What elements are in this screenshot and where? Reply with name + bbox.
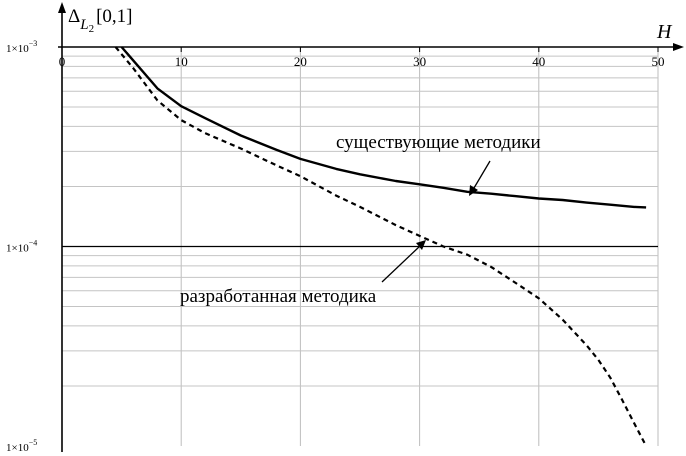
x-tick-label: 40 bbox=[532, 54, 545, 69]
y-tick-labels: 1×10−31×10−41×10−5 bbox=[6, 39, 37, 454]
series-lines bbox=[114, 46, 648, 447]
series-line-dashed bbox=[114, 46, 648, 447]
x-tick-label: 0 bbox=[59, 54, 66, 69]
x-axis-label: H bbox=[656, 21, 673, 43]
annotation-leader-existing bbox=[473, 160, 491, 189]
series-line-solid bbox=[120, 46, 647, 209]
annotations: существующие методики разработанная метод… bbox=[180, 132, 541, 307]
annotation-arrowhead-existing bbox=[469, 185, 478, 196]
y-tick-label: 1×10−4 bbox=[6, 239, 37, 255]
y-tick-exponent: −3 bbox=[29, 39, 38, 48]
x-tick-label: 10 bbox=[175, 54, 188, 69]
annotation-leader-developed bbox=[381, 245, 421, 283]
y-axis-label-sub: L bbox=[79, 17, 88, 33]
x-tick-label: 30 bbox=[413, 54, 426, 69]
y-axis-label-delta: Δ bbox=[68, 6, 80, 27]
annotation-developed-method: разработанная методика bbox=[180, 286, 377, 307]
y-axis-label-interval: [0,1] bbox=[96, 6, 132, 27]
x-tick-label: 20 bbox=[294, 54, 307, 69]
annotation-arrowhead-developed bbox=[416, 240, 426, 250]
x-axis-arrow bbox=[673, 43, 684, 51]
y-axis-label-subsub: 2 bbox=[89, 23, 95, 35]
annotation-existing-methods: существующие методики bbox=[336, 132, 541, 153]
y-tick-label: 1×10−5 bbox=[6, 438, 37, 454]
y-tick-mantissa: 1×10 bbox=[6, 243, 29, 255]
y-axis-label: ΔL2[0,1] bbox=[68, 6, 132, 35]
y-tick-exponent: −4 bbox=[29, 239, 38, 248]
y-axis-arrow bbox=[58, 2, 66, 13]
y-tick-mantissa: 1×10 bbox=[6, 442, 29, 454]
y-tick-label: 1×10−3 bbox=[6, 39, 37, 55]
axes bbox=[58, 2, 684, 452]
grid bbox=[62, 47, 659, 446]
x-tick-labels: 0 10 20 30 40 50 bbox=[59, 54, 665, 69]
x-tick-label: 50 bbox=[652, 54, 665, 69]
y-tick-mantissa: 1×10 bbox=[6, 43, 29, 55]
y-tick-exponent: −5 bbox=[29, 438, 38, 447]
